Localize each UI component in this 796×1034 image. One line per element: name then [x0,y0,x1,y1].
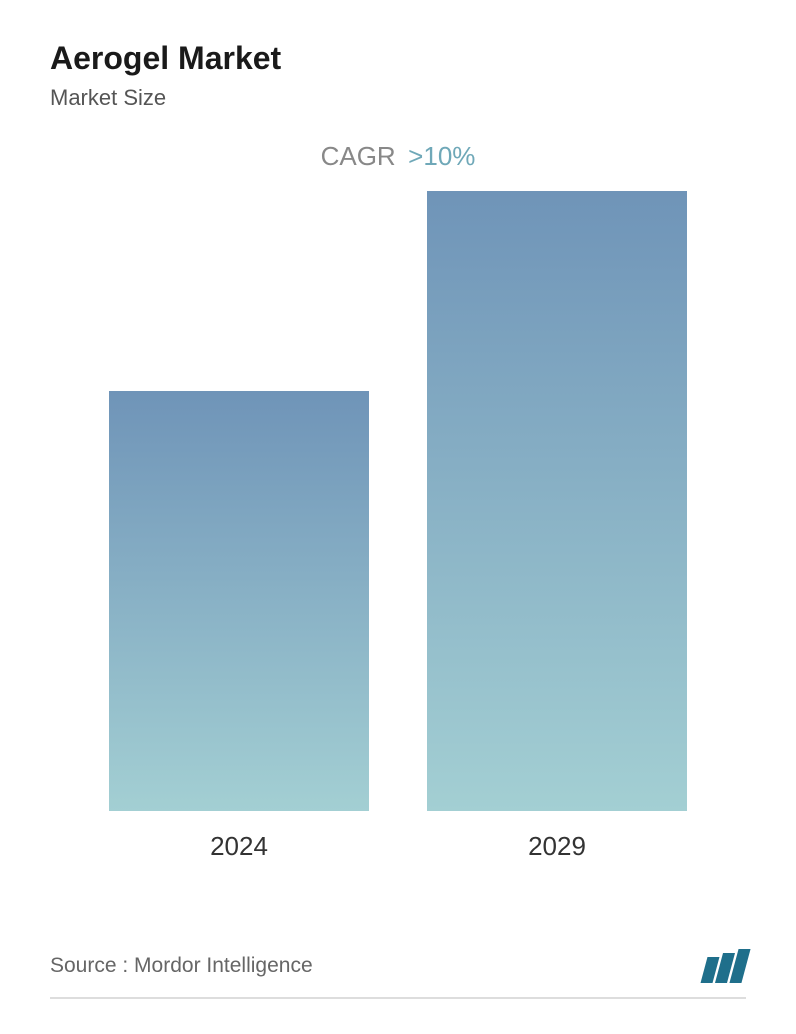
bar-group-2024: 2024 [109,391,369,862]
footer: Source : Mordor Intelligence [50,949,746,999]
bar-2024 [109,391,369,811]
cagr-row: CAGR >10% [50,141,746,172]
logo-icon [704,949,746,983]
bar-label-2024: 2024 [210,831,268,862]
cagr-label: CAGR [321,141,396,171]
page-subtitle: Market Size [50,85,746,111]
page-title: Aerogel Market [50,40,746,77]
bar-2029 [427,191,687,811]
bar-group-2029: 2029 [427,191,687,862]
cagr-value: >10% [408,141,475,171]
source-text: Source : Mordor Intelligence [50,954,313,978]
bar-label-2029: 2029 [528,831,586,862]
bar-chart: 2024 2029 [50,222,746,862]
